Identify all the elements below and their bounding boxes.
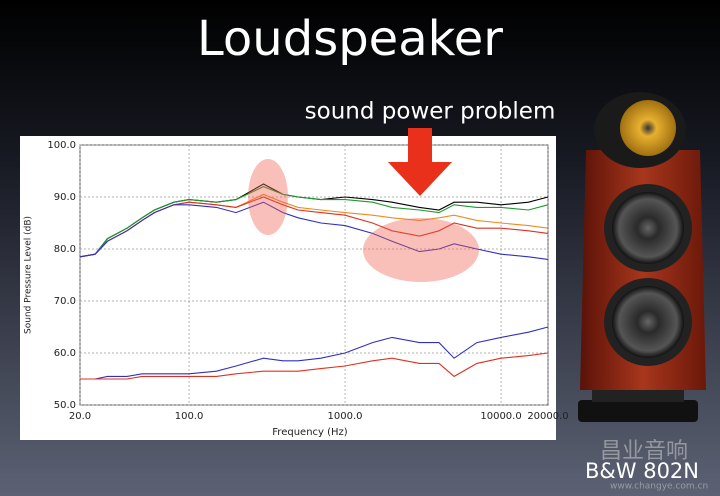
speaker: [578, 92, 706, 422]
y-tick-label: 60.0: [54, 348, 76, 359]
y-tick-label: 100.0: [47, 140, 76, 151]
annotation: sound power problem: [305, 99, 556, 125]
x-tick-label: 20.0: [69, 411, 91, 422]
slide-title: Loudspeaker: [197, 11, 503, 67]
caption: B&W 802N: [585, 459, 699, 483]
x-axis-label: Frequency (Hz): [272, 427, 348, 438]
y-tick-label: 70.0: [54, 296, 76, 307]
series-line: [80, 352, 549, 380]
x-tick-label: 10000.0: [480, 411, 521, 422]
x-tick-label: 100.0: [175, 411, 204, 422]
x-tick-label: 20000.0: [527, 411, 568, 422]
x-tick-label: 1000.0: [328, 411, 363, 422]
watermark-brand: 昌业音响: [600, 439, 688, 464]
series-line: [80, 326, 549, 380]
y-tick-label: 50.0: [54, 400, 76, 411]
chart: 50.0 60.0 70.0 80.0 90.0 100.0 20.0 100.0 1000.0…: [47, 140, 568, 422]
highlight: [363, 218, 479, 282]
y-tick-label: 90.0: [54, 192, 76, 203]
watermark-url: www.changye.com.cn: [610, 482, 708, 492]
series-line: [79, 201, 549, 260]
series-line: [79, 186, 549, 258]
plot-area: [79, 144, 549, 406]
y-tick-label: 80.0: [54, 244, 76, 255]
arrow: [388, 128, 452, 196]
y-axis-label: Sound Pressure Level (dB): [24, 216, 34, 334]
highlight: [248, 159, 288, 235]
